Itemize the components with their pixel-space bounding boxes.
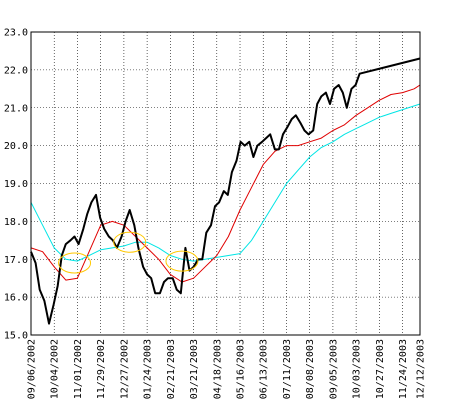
x-tick-label: 06/13/2003 [259,339,270,399]
annotation-ellipse [165,250,199,272]
x-tick-label: 03/21/2003 [189,339,200,399]
y-tick-label: 22.0 [4,65,28,76]
x-tick-label: 12/12/2003 [416,339,427,399]
x-tick-label: 02/21/2003 [166,339,177,399]
x-tick-label: 12/27/2002 [119,339,130,399]
y-tick-label: 19.0 [4,179,28,190]
y-tick-label: 20.0 [4,141,28,152]
series-line-cyan [30,103,421,262]
y-tick-label: 18.0 [4,217,28,228]
y-tick-label: 15.0 [4,331,28,342]
x-tick-label: 10/27/2003 [375,339,386,399]
annotation-ellipses [58,231,199,274]
x-tick-label: 09/05/2003 [328,339,339,399]
grid [31,32,420,335]
y-tick-label: 16.0 [4,293,28,304]
y-tick-label: 23.0 [4,28,28,39]
plot-frame [30,31,421,336]
y-tick-label: 21.0 [4,103,28,114]
x-tick-label: 10/03/2003 [352,339,363,399]
x-tick-label: 07/11/2003 [282,339,293,399]
annotation-ellipse [58,252,92,274]
x-tick-label: 10/04/2002 [50,339,61,399]
annotation-ellipse [113,231,147,253]
x-axis-tick-labels: 09/06/2002 10/04/2002 11/01/2002 11/29/2002… [27,339,427,399]
y-tick-label: 17.0 [4,255,28,266]
x-tick-label: 08/08/2003 [305,339,316,399]
x-tick-label: 11/01/2002 [73,339,84,399]
x-tick-label: 11/24/2003 [398,339,409,399]
x-tick-label: 04/18/2003 [212,339,223,399]
x-tick-label: 01/24/2003 [143,339,154,399]
series-line-red [30,84,421,283]
x-tick-label: 09/06/2002 [27,339,38,399]
x-tick-label: 11/29/2002 [96,339,107,399]
y-axis-tick-labels: 15.0 16.0 17.0 18.0 19.0 20.0 21.0 22.0 23.0 [4,28,28,342]
x-tick-label: 05/16/2003 [236,339,247,399]
